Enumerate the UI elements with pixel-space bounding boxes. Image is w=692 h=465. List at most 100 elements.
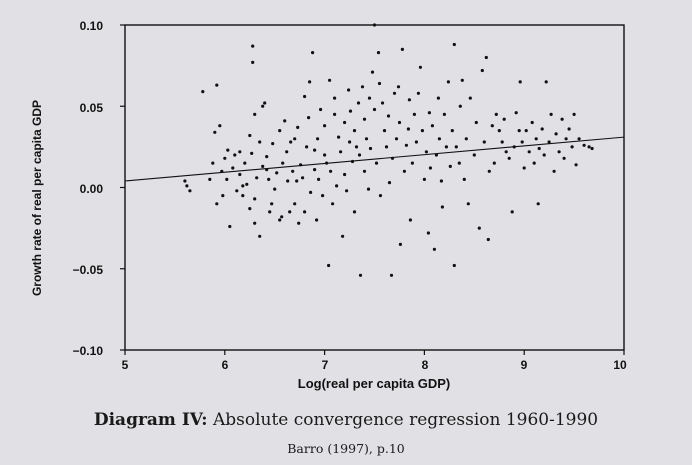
data-point xyxy=(241,194,245,198)
data-point xyxy=(462,177,466,181)
data-point xyxy=(524,129,528,133)
data-point xyxy=(450,129,454,133)
data-point xyxy=(570,145,574,149)
data-point xyxy=(305,145,309,149)
data-point xyxy=(428,166,432,170)
data-point xyxy=(572,112,576,116)
data-point xyxy=(542,153,546,157)
data-point xyxy=(321,194,325,198)
data-point xyxy=(313,168,317,172)
data-point xyxy=(544,80,548,84)
data-point xyxy=(289,140,293,144)
data-point xyxy=(537,146,541,151)
data-point xyxy=(213,130,217,134)
data-point xyxy=(297,221,301,225)
data-point xyxy=(522,166,526,170)
data-point xyxy=(368,146,373,151)
data-point xyxy=(577,137,581,141)
x-tick-label: 5 xyxy=(122,358,129,372)
data-point xyxy=(554,132,558,136)
data-point xyxy=(263,101,267,105)
data-point xyxy=(218,124,222,128)
data-point xyxy=(422,177,426,181)
data-point xyxy=(278,218,282,222)
data-points xyxy=(183,23,594,277)
data-point xyxy=(426,231,430,235)
data-point xyxy=(280,215,284,219)
data-point xyxy=(439,179,443,183)
data-point xyxy=(358,273,363,277)
data-point xyxy=(482,140,486,144)
data-point xyxy=(183,179,187,183)
caption-source: Barro (1997), p.10 xyxy=(287,441,405,456)
data-point xyxy=(510,210,514,214)
y-tick-label: 0.10 xyxy=(80,19,104,33)
data-point xyxy=(307,116,311,120)
data-point xyxy=(398,242,402,246)
data-point xyxy=(490,124,494,128)
data-point xyxy=(250,151,254,155)
data-point xyxy=(354,145,359,149)
data-point xyxy=(261,164,265,168)
data-point xyxy=(497,129,501,133)
data-point xyxy=(335,184,339,188)
data-point xyxy=(317,177,321,181)
data-point xyxy=(233,153,237,157)
data-point xyxy=(474,120,478,125)
data-point xyxy=(507,156,511,160)
data-point xyxy=(530,120,534,125)
data-point xyxy=(241,184,245,188)
data-point xyxy=(308,80,312,84)
data-point xyxy=(238,150,242,154)
data-point xyxy=(248,133,252,138)
data-point xyxy=(414,140,418,144)
data-point xyxy=(370,70,375,74)
data-point xyxy=(258,140,262,144)
figure-caption: Diagram IV: Absolute convergence regress… xyxy=(0,410,692,430)
data-point xyxy=(283,119,287,123)
data-point xyxy=(452,42,456,47)
data-point xyxy=(437,137,441,141)
data-point xyxy=(348,140,352,144)
data-point xyxy=(331,202,335,206)
data-point xyxy=(364,137,369,141)
data-point xyxy=(472,153,476,157)
data-point xyxy=(540,127,544,131)
data-point xyxy=(327,263,331,268)
data-point xyxy=(492,161,496,165)
data-point xyxy=(394,137,399,141)
data-point xyxy=(587,145,591,149)
data-point xyxy=(301,176,305,180)
data-point xyxy=(404,143,408,147)
data-point xyxy=(328,78,332,82)
data-point xyxy=(514,111,518,115)
data-point xyxy=(225,177,229,181)
data-point xyxy=(293,137,297,141)
data-point xyxy=(436,96,440,100)
data-point xyxy=(309,190,313,194)
data-point xyxy=(430,124,434,128)
data-point xyxy=(402,169,406,173)
data-point xyxy=(590,146,594,151)
data-point xyxy=(518,80,522,84)
data-point xyxy=(311,51,315,55)
data-point xyxy=(293,202,297,206)
caption-label: Diagram IV: xyxy=(93,410,208,430)
data-point xyxy=(532,161,536,165)
data-point xyxy=(384,145,389,149)
data-point xyxy=(316,137,320,141)
data-point xyxy=(420,129,424,133)
data-point xyxy=(352,210,357,214)
data-point xyxy=(552,169,556,173)
data-point xyxy=(341,234,345,238)
data-point xyxy=(392,91,397,95)
x-tick-label: 6 xyxy=(222,358,229,372)
data-point xyxy=(211,161,215,165)
data-point xyxy=(397,120,402,125)
data-point xyxy=(285,150,289,154)
data-point xyxy=(271,142,275,146)
y-tick-label: 0.00 xyxy=(80,182,104,196)
data-point xyxy=(389,273,394,277)
data-point xyxy=(245,182,249,186)
